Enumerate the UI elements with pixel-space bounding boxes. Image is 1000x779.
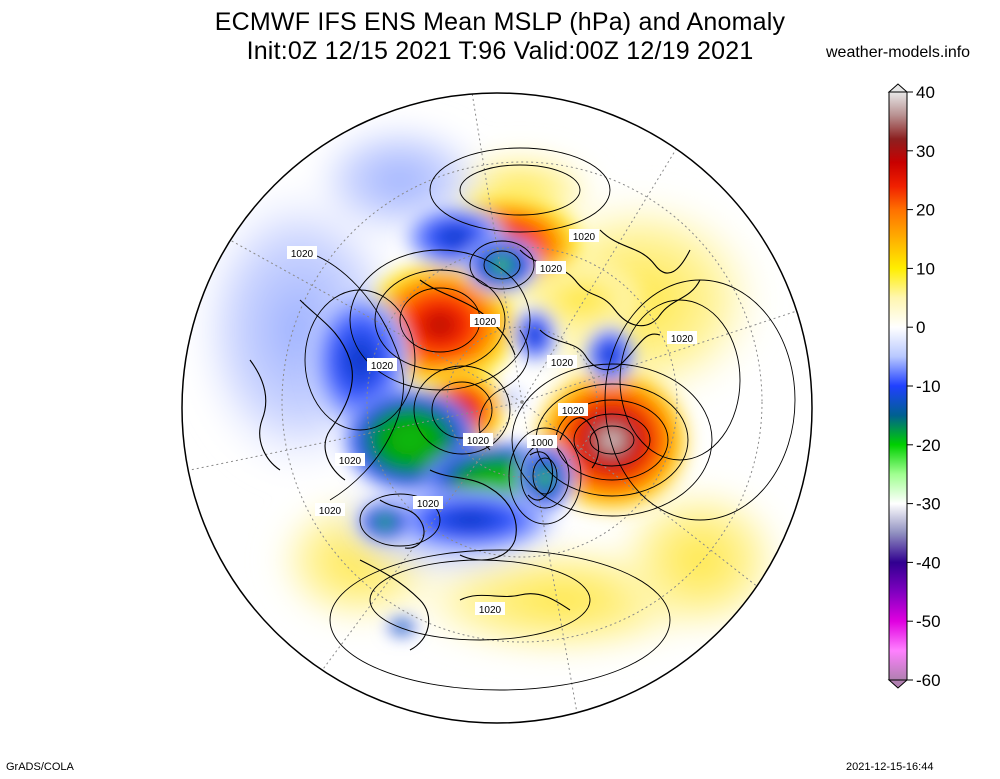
isobar-label: 1020 bbox=[671, 334, 694, 345]
anomaly-caspian-low bbox=[355, 500, 415, 544]
colorbar-scale bbox=[888, 91, 908, 681]
colorbar-bottom-arrow bbox=[887, 679, 909, 689]
colorbar: 40 30 20 10 0 -10 -20 -30 -40 -50 -60 bbox=[887, 83, 941, 690]
colorbar-tick-label: -30 bbox=[916, 495, 941, 514]
isobar-label: 1020 bbox=[562, 406, 585, 417]
footer-software-credit: GrADS/COLA bbox=[6, 761, 74, 773]
isobar-label: 1020 bbox=[551, 358, 574, 369]
isobar-label: 1020 bbox=[474, 317, 497, 328]
anomaly-arabia-low bbox=[386, 616, 418, 638]
colorbar-tick-label: 20 bbox=[916, 201, 935, 220]
weak-positive-atlantic bbox=[610, 480, 790, 640]
anomaly-pacific-low-b bbox=[462, 235, 542, 295]
isobar-label: 1020 bbox=[371, 361, 394, 372]
anomaly-canada-low bbox=[510, 305, 560, 365]
colorbar-tick-label: -50 bbox=[916, 612, 941, 631]
isobar-label: 1020 bbox=[540, 264, 563, 275]
isobar-label: 1020 bbox=[291, 249, 314, 260]
map-border bbox=[181, 92, 813, 724]
colorbar-tick-label: -40 bbox=[916, 553, 941, 572]
colorbar-tick-label: -20 bbox=[916, 436, 941, 455]
isobar-label: 1020 bbox=[479, 605, 502, 616]
anomaly-field: 1020 1020 1020 1020 1020 1020 1020 1020 … bbox=[189, 93, 812, 723]
isobar-label: 1020 bbox=[573, 232, 596, 243]
isobar-label: 1020 bbox=[339, 456, 362, 467]
isobar-label: 1020 bbox=[417, 499, 440, 510]
colorbar-tick-label: -10 bbox=[916, 377, 941, 396]
site-credit: weather-models.info bbox=[826, 44, 971, 61]
isobar-label: 1000 bbox=[531, 438, 554, 449]
colorbar-tick-label: 30 bbox=[916, 142, 935, 161]
footer-timestamp: 2021-12-15-16:44 bbox=[846, 761, 934, 773]
graticule bbox=[189, 93, 812, 723]
anomaly-pole-low bbox=[498, 386, 526, 410]
coastlines bbox=[249, 229, 701, 651]
chart-title-line2: Init:0Z 12/15 2021 T:96 Valid:00Z 12/19 … bbox=[246, 37, 754, 65]
isobar-label: 1020 bbox=[467, 436, 490, 447]
colorbar-tick-label: 0 bbox=[916, 318, 925, 337]
colorbar-ticks: 40 30 20 10 0 -10 -20 -30 -40 -50 -60 bbox=[907, 83, 941, 690]
anomaly-greenland-low bbox=[582, 323, 638, 387]
colorbar-tick-label: 40 bbox=[916, 83, 935, 102]
colorbar-tick-label: -60 bbox=[916, 671, 941, 690]
contour-labels: 1020 1020 1020 1020 1020 1020 1020 1020 … bbox=[287, 229, 697, 616]
colorbar-top-arrow bbox=[887, 83, 909, 93]
colorbar-tick-label: 10 bbox=[916, 259, 935, 278]
polar-map: 1020 1020 1020 1020 1020 1020 1020 1020 … bbox=[181, 92, 813, 724]
isobar-label: 1020 bbox=[319, 506, 342, 517]
chart-title-line1: ECMWF IFS ENS Mean MSLP (hPa) and Anomal… bbox=[214, 8, 786, 36]
